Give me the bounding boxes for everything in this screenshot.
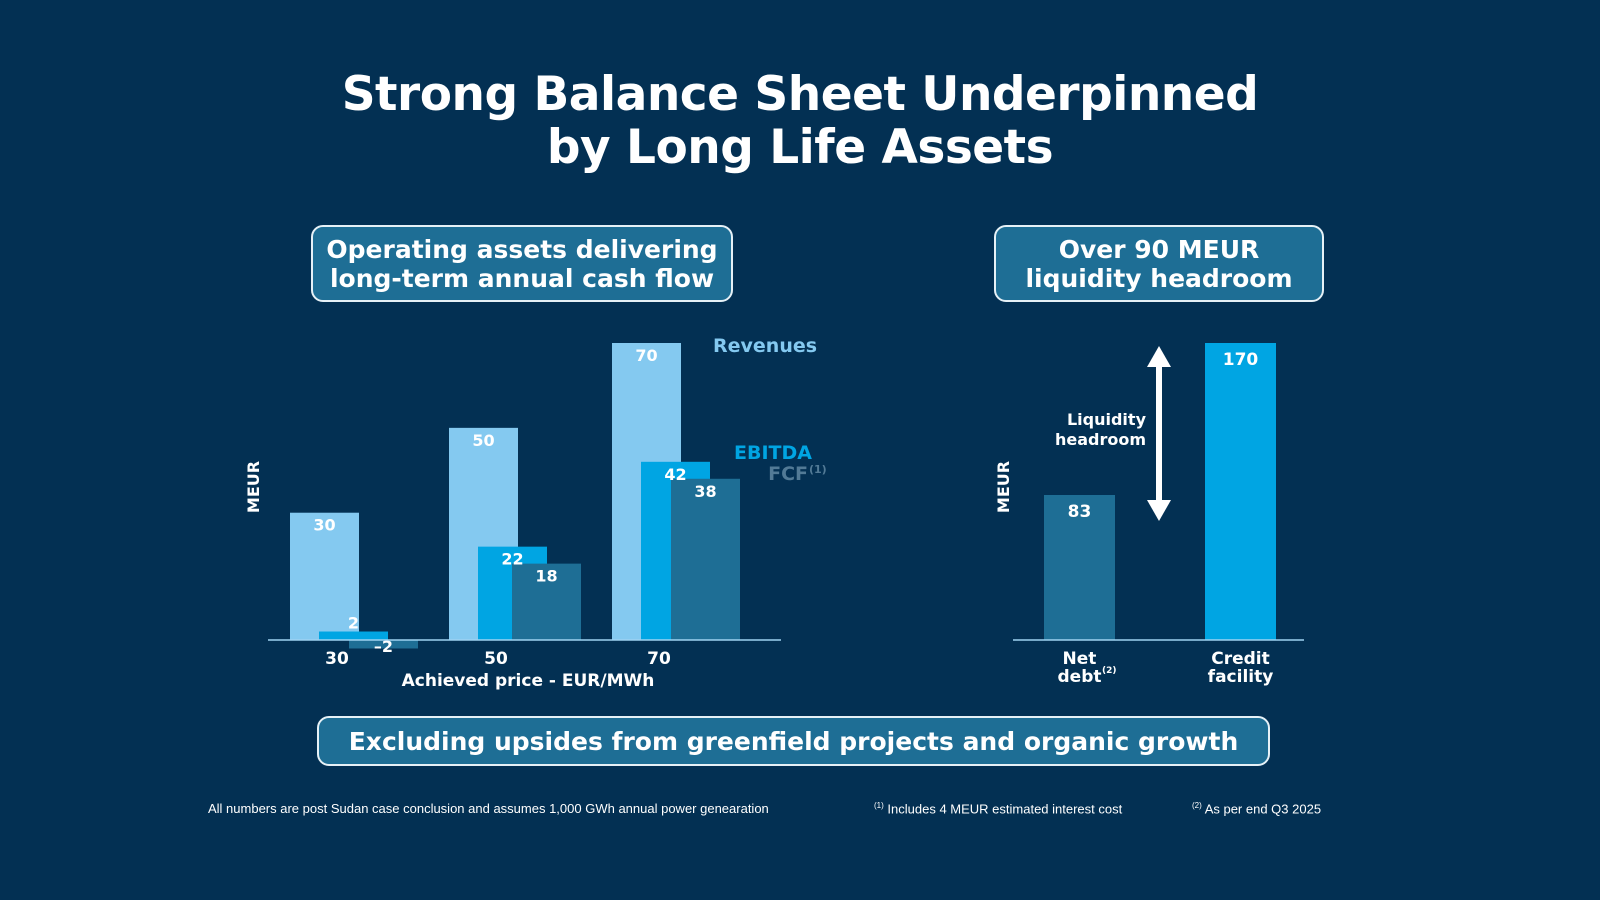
x-tick-label: debt: [1058, 667, 1102, 687]
right-heading-line-1: Over 90 MEUR: [1058, 234, 1260, 264]
x-tick-label: Net: [1063, 649, 1097, 669]
x-tick-label: 30: [325, 649, 349, 669]
footnote-2-text: As per end Q3 2025: [1204, 801, 1322, 817]
left-heading-line-1: Operating assets delivering: [326, 234, 718, 264]
ebitda-bar-30: [319, 631, 388, 640]
ebitda-bar-value-label: 2: [348, 614, 359, 633]
revenue-bar-value-label: 30: [313, 516, 335, 535]
legend-revenues: Revenues: [713, 335, 817, 357]
fcf-bar-value-label: 38: [694, 482, 716, 501]
revenue-bar-30: [290, 512, 359, 640]
left-heading-line-2: long-term annual cash flow: [329, 263, 715, 293]
page-title-line-2: by Long Life Assets: [546, 120, 1054, 175]
fcf-bar-50: [512, 563, 581, 640]
ebitda-bar-value-label: 22: [501, 550, 523, 569]
headroom-arrow-shaft: [1156, 365, 1162, 503]
right-panel-heading: Over 90 MEUR liquidity headroom: [994, 225, 1324, 302]
footnote-1-text: Includes 4 MEUR estimated interest cost: [887, 801, 1123, 817]
liquidity-headroom-label: headroom: [1055, 430, 1146, 449]
right-heading-line-2: liquidity headroom: [1025, 263, 1293, 293]
legend-fcf: FCF: [768, 463, 808, 485]
ebitda-bar-value-label: 42: [664, 465, 686, 484]
legend-fcf-footnote: (1): [809, 463, 827, 476]
footnote-2: (2) As per end Q3 2025: [1192, 801, 1321, 816]
net-debt-bar-value-label: 83: [1068, 502, 1092, 522]
x-tick-label: 70: [647, 649, 671, 669]
x-tick-label: 50: [484, 649, 508, 669]
fcf-bar-70: [671, 478, 740, 640]
credit-facility-bar-value-label: 170: [1223, 350, 1259, 370]
footnote-2-mark: (2): [1192, 801, 1202, 810]
fcf-bar-value-label: 18: [535, 567, 557, 586]
arrow-down-icon: [1147, 500, 1171, 521]
liquidity-headroom-label: Liquidity: [1067, 410, 1147, 429]
x-axis-title: Achieved price - EUR/MWh: [402, 671, 655, 691]
fcf-bar-30: [349, 640, 418, 649]
y-axis-title: MEUR: [994, 461, 1013, 513]
legend-ebitda: EBITDA: [734, 442, 812, 464]
bottom-banner-text: Excluding upsides from greenfield projec…: [348, 726, 1239, 756]
net-debt-footnote-mark: (2): [1102, 666, 1117, 676]
footnote-1: (1) Includes 4 MEUR estimated interest c…: [874, 801, 1122, 816]
revenue-bar-value-label: 50: [472, 431, 494, 450]
bottom-banner: Excluding upsides from greenfield projec…: [317, 716, 1270, 766]
left-panel-heading: Operating assets delivering long-term an…: [311, 225, 733, 302]
y-axis-title: MEUR: [244, 461, 263, 513]
page-title-line-1: Strong Balance Sheet Underpinned: [341, 67, 1259, 122]
x-tick-label: Credit: [1211, 649, 1270, 669]
footnote-main: All numbers are post Sudan case conclusi…: [208, 801, 769, 816]
revenue-bar-value-label: 70: [635, 346, 657, 365]
credit-facility-bar: [1205, 343, 1276, 640]
net-debt-bar: [1044, 494, 1115, 640]
arrow-up-icon: [1147, 346, 1171, 367]
x-tick-label: facility: [1208, 667, 1274, 687]
fcf-bar-value-label: –2: [374, 637, 393, 656]
footnote-1-mark: (1): [874, 801, 884, 810]
